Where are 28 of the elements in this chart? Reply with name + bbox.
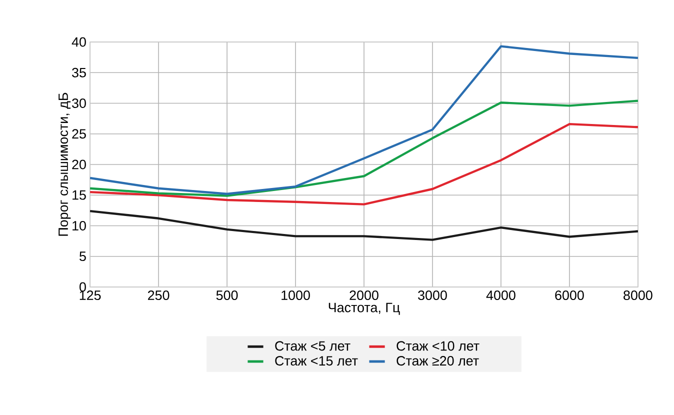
legend-label: Стаж <5 лет <box>275 341 350 351</box>
line-series <box>90 210 638 241</box>
y-tick-label: 20 <box>72 160 86 170</box>
legend-label: Стаж <10 лет <box>396 341 480 351</box>
x-tick-label: 8000 <box>624 290 652 300</box>
y-tick-label: 30 <box>72 98 86 108</box>
x-tick-label: 4000 <box>486 290 516 300</box>
line-series <box>90 100 638 197</box>
y-tick-label: 10 <box>72 220 86 231</box>
x-tick-label: 250 <box>148 290 170 300</box>
y-tick-label: 0 <box>80 282 86 292</box>
y-tick-label: 5 <box>80 252 86 262</box>
legend-label: Стаж ≥20 лет <box>396 356 479 366</box>
x-tick-label: 3000 <box>418 290 447 300</box>
line-series <box>90 122 638 206</box>
line-series <box>90 45 638 195</box>
x-tick-label: 2000 <box>350 290 378 300</box>
y-tick-label: 35 <box>72 68 86 78</box>
y-tick-label: 15 <box>72 190 86 200</box>
y-axis-title: Порог слышимости, дБ <box>58 92 71 236</box>
y-tick-label: 40 <box>72 37 86 47</box>
x-axis-title: Частота, Гц <box>328 302 400 315</box>
x-tick-label: 1000 <box>282 290 310 300</box>
x-tick-label: 500 <box>216 290 238 300</box>
x-tick-label: 6000 <box>555 290 584 300</box>
y-tick-label: 25 <box>72 129 86 139</box>
legend-label: Стаж <15 лет <box>275 356 358 366</box>
x-tick-label: 125 <box>80 290 101 300</box>
